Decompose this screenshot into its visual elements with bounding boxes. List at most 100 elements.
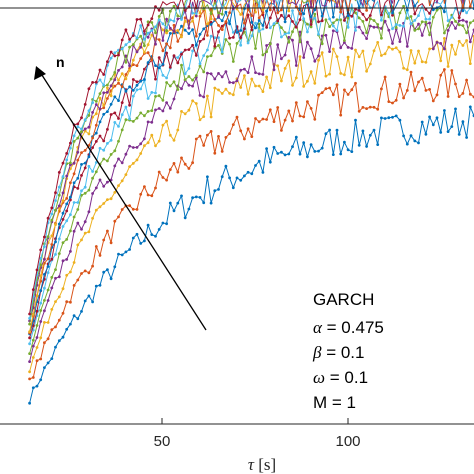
series-point <box>83 191 87 195</box>
series-point <box>120 47 124 51</box>
series-point <box>120 208 124 211</box>
series-point <box>106 198 109 202</box>
series-point <box>54 300 57 303</box>
series-point <box>194 137 198 141</box>
series-point <box>298 152 302 156</box>
series-point <box>254 117 257 120</box>
series-point <box>35 336 39 339</box>
series-point <box>143 114 146 118</box>
series-point <box>57 339 61 343</box>
series-point <box>76 317 80 321</box>
annotation-omega: ω = 0.1 <box>313 368 368 387</box>
series-point <box>391 27 394 31</box>
series-point <box>72 140 76 143</box>
series-point <box>220 24 224 28</box>
series-point <box>61 191 65 195</box>
series-point <box>376 41 380 44</box>
series-point <box>294 25 298 29</box>
series-point <box>35 359 39 363</box>
series-point <box>428 115 431 119</box>
series-point <box>102 73 106 76</box>
series-point <box>31 344 35 348</box>
series-point <box>57 318 61 322</box>
series-point <box>413 139 417 143</box>
series-point <box>317 20 320 24</box>
series-point <box>224 87 228 91</box>
series-point <box>117 157 120 161</box>
series-point <box>224 136 228 139</box>
series-point <box>106 159 109 163</box>
series-point <box>372 105 376 109</box>
series-point <box>372 49 376 53</box>
series-point <box>331 21 335 25</box>
series-point <box>265 75 268 79</box>
series-point <box>231 36 235 39</box>
series-point <box>124 77 128 81</box>
alpha-symbol: α <box>313 318 323 337</box>
series-point <box>91 111 94 114</box>
series-point <box>209 23 213 26</box>
series-point <box>87 188 91 192</box>
series-point <box>46 288 50 292</box>
series-point <box>180 194 183 198</box>
series-point <box>168 84 172 88</box>
series-point <box>446 19 450 23</box>
series-point <box>135 18 139 21</box>
series-line <box>29 68 474 380</box>
beta-symbol: β <box>312 343 322 362</box>
series-point <box>187 83 191 87</box>
series-point <box>294 135 298 139</box>
series-point <box>72 172 76 176</box>
series-point <box>439 59 443 63</box>
series-point <box>131 207 135 211</box>
series-point <box>309 25 313 29</box>
series-point <box>28 336 31 340</box>
series-point <box>254 21 257 25</box>
series-point <box>150 91 154 94</box>
series-point <box>102 184 106 188</box>
series-point <box>131 120 135 123</box>
series-point <box>91 146 94 150</box>
series-point <box>83 103 87 106</box>
series-point <box>157 38 161 41</box>
series-point <box>254 26 257 30</box>
series-point <box>309 70 313 73</box>
series-point <box>161 39 165 42</box>
series-point <box>176 170 180 174</box>
series-point <box>398 24 402 27</box>
series-point <box>446 95 450 98</box>
series-point <box>65 158 69 162</box>
series-point <box>276 106 280 109</box>
series-point <box>313 12 317 16</box>
series-point <box>69 300 72 304</box>
series-point <box>161 98 165 102</box>
series-point <box>431 99 435 103</box>
series-point <box>468 21 472 25</box>
series-point <box>309 47 313 51</box>
series-point <box>113 51 117 55</box>
series-point <box>76 201 80 204</box>
series-point <box>383 52 387 56</box>
series-point <box>139 17 143 21</box>
series-point <box>83 166 87 170</box>
series-point <box>320 42 324 46</box>
series-point <box>146 31 150 35</box>
series-point <box>287 40 291 44</box>
series-point <box>61 211 65 215</box>
beta-value: = 0.1 <box>321 343 364 362</box>
series-point <box>268 26 272 30</box>
series-point <box>65 258 69 261</box>
series-point <box>94 103 98 106</box>
series-point <box>443 47 446 51</box>
series-point <box>391 42 394 45</box>
series-point <box>54 325 57 329</box>
series-point <box>350 88 354 92</box>
series-point <box>317 54 320 58</box>
series-point <box>146 141 150 145</box>
series-point <box>405 142 409 146</box>
series-point <box>202 27 206 31</box>
series-point <box>143 78 146 81</box>
series-point <box>391 11 394 15</box>
series-point <box>265 44 268 47</box>
series-point <box>380 116 383 120</box>
